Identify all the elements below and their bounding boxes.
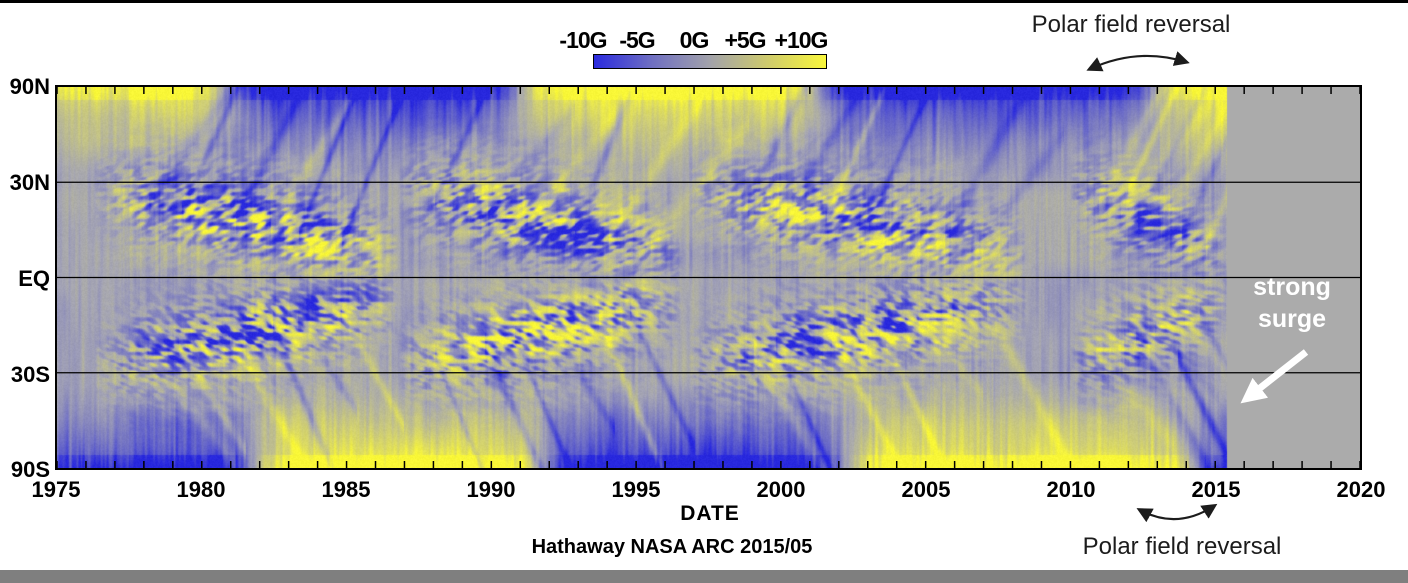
plot-grid-overlay — [57, 87, 1360, 468]
surge-arrow-icon — [1240, 349, 1309, 404]
x-tick-label: 1995 — [611, 477, 661, 502]
x-tick-label: 2005 — [901, 477, 951, 502]
y-tick-label: 90S — [10, 457, 50, 482]
strong-surge-label: strong surge — [1253, 271, 1331, 335]
x-axis-title: DATE — [680, 502, 740, 525]
colorbar-label: -10G — [559, 27, 607, 53]
y-tick-label: EQ — [18, 266, 50, 291]
top-border — [0, 0, 1408, 3]
colorbar-label: +10G — [774, 27, 829, 53]
curved-arrow-top-icon — [1086, 51, 1190, 72]
annotation-polar-reversal-top: Polar field reversal — [1031, 11, 1231, 38]
colorbar-label: +5G — [724, 27, 766, 53]
x-tick-label: 1985 — [321, 477, 371, 502]
x-tick-label: 2015 — [1191, 477, 1241, 502]
x-tick-label: 2000 — [756, 477, 806, 502]
strong-surge-line2: surge — [1257, 305, 1327, 333]
x-tick-label: 2020 — [1336, 477, 1386, 502]
x-tick-label: 1975 — [31, 477, 81, 502]
curved-arrow-bottom-icon — [1136, 503, 1218, 523]
colorbar-label: 0G — [679, 27, 710, 53]
y-tick-label: 30N — [9, 170, 50, 195]
annotation-polar-reversal-bottom: Polar field reversal — [1082, 533, 1282, 560]
strong-surge-line1: strong — [1253, 273, 1331, 301]
x-tick-label: 1980 — [176, 477, 226, 502]
butterfly-plot — [55, 85, 1362, 470]
colorbar-label: -5G — [619, 27, 655, 53]
bottom-taskbar-strip — [0, 570, 1408, 583]
credit-caption: Hathaway NASA ARC 2015/05 — [531, 536, 813, 558]
y-tick-label: 30S — [10, 362, 50, 387]
x-tick-label: 2010 — [1046, 477, 1096, 502]
y-tick-label: 90N — [9, 74, 50, 99]
x-tick-label: 1990 — [466, 477, 516, 502]
colorbar-gradient — [593, 54, 827, 69]
